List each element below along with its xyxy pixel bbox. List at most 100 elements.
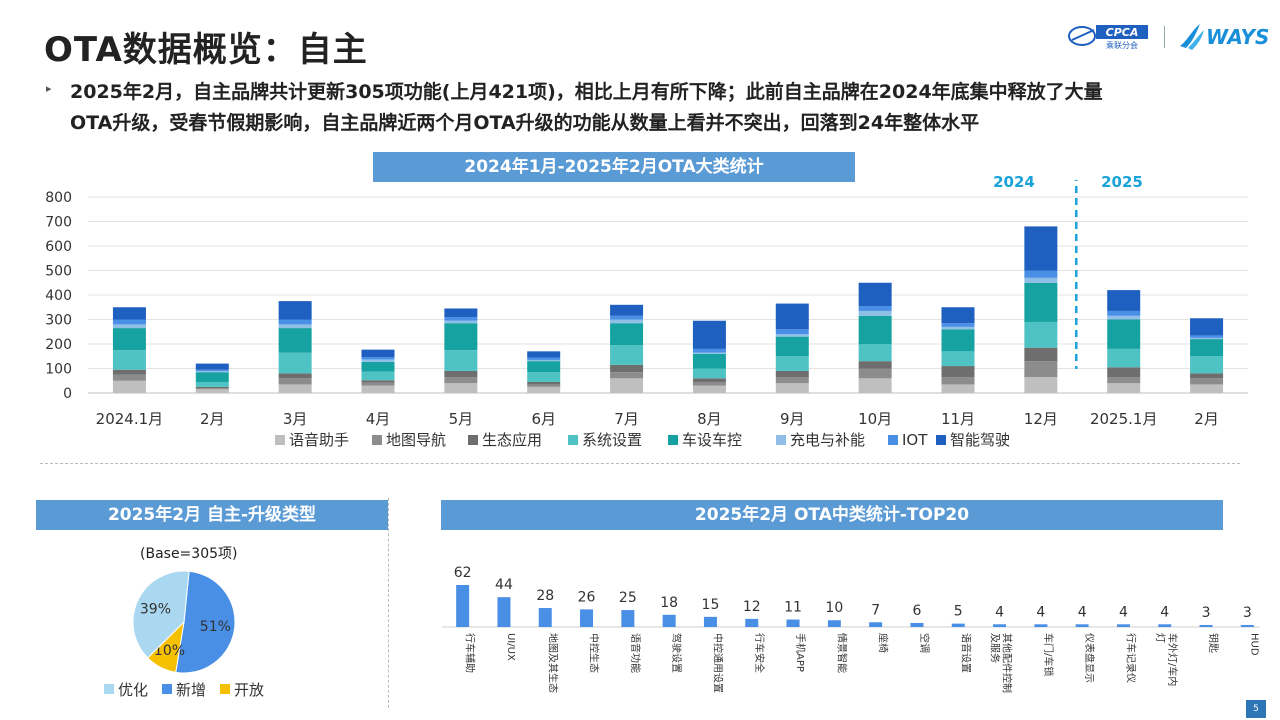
top20-category-text: 驾驶设置 <box>670 633 683 673</box>
top20-bar <box>621 610 635 627</box>
bar-segment <box>1024 277 1058 283</box>
top20-chart-title: 2025年2月 OTA中类统计-TOP20 <box>441 500 1223 530</box>
bar-segment <box>195 372 229 382</box>
bar-segment <box>361 361 395 372</box>
legend-swatch <box>936 435 946 445</box>
bar-segment <box>692 381 726 386</box>
top20-bar <box>827 620 841 627</box>
bar-segment <box>941 329 975 352</box>
top20-value-label: 7 <box>871 602 880 618</box>
bar-segment <box>527 386 561 393</box>
legend-label: 地图导航 <box>386 431 446 449</box>
bar-segment <box>1024 282 1058 322</box>
top20-category-text: 中控通用设置 <box>711 633 724 693</box>
top20-bar <box>1158 624 1172 627</box>
x-tick-label: 9月 <box>780 410 805 428</box>
bar-segment <box>1190 335 1224 338</box>
bar-segment <box>775 336 809 357</box>
bar-segment <box>527 372 561 382</box>
top20-value-label: 44 <box>495 577 513 593</box>
x-tick-label: 3月 <box>283 410 308 428</box>
legend-label: 生态应用 <box>482 431 542 449</box>
bar-segment <box>775 356 809 371</box>
bar-segment <box>1190 318 1224 336</box>
top20-category-text: 座椅 <box>877 633 890 653</box>
top20-category-text: 仪表盘显示 <box>1083 633 1096 683</box>
top20-category-text: 空调 <box>918 633 931 653</box>
bar-segment <box>941 323 975 327</box>
bar-segment <box>444 320 478 324</box>
bar-segment <box>112 374 146 381</box>
bar-segment <box>1024 226 1058 271</box>
bar-segment <box>278 324 312 329</box>
top20-category-text: 语音功能 <box>629 633 642 673</box>
top20-bar <box>456 585 470 627</box>
bar-segment <box>858 315 892 344</box>
pie-legend-label: 新增 <box>176 681 206 699</box>
top20-value-label: 26 <box>578 589 596 605</box>
bar-segment <box>1024 361 1058 378</box>
bar-segment <box>278 378 312 385</box>
top20-category-text: 地图及其生态 <box>546 633 559 693</box>
bar-segment <box>112 328 146 351</box>
top20-category-label: 空调 <box>918 633 931 653</box>
top20-category-label: 行车安全 <box>753 633 766 673</box>
pie-slice-label: 39% <box>140 601 171 617</box>
top20-category-label: 座椅 <box>877 633 890 653</box>
top20-bar <box>1199 624 1213 627</box>
bar-segment <box>1024 270 1058 278</box>
top20-bar <box>580 609 594 627</box>
top20-category-text: 车外灯/车内 <box>1166 633 1179 686</box>
bar-segment <box>1107 290 1141 311</box>
page-number: 5 <box>1246 700 1266 718</box>
top20-bar <box>538 608 552 627</box>
x-tick-label: 8月 <box>697 410 722 428</box>
top20-category-label: 中控通用设置 <box>711 633 724 693</box>
top20-category-label: UI/UX <box>505 633 516 661</box>
legend-label: 智能驾驶 <box>950 431 1010 449</box>
x-tick-label: 4月 <box>366 410 391 428</box>
legend-label: 语音助手 <box>289 431 349 449</box>
bar-segment <box>444 350 478 371</box>
top20-category-label: 车门/车锁 <box>1042 633 1055 676</box>
bar-segment <box>527 359 561 362</box>
bar-segment <box>941 366 975 378</box>
top20-category-label: 手机APP <box>794 633 807 672</box>
ways-logo: WAYS <box>1180 24 1269 50</box>
bar-segment <box>195 381 229 387</box>
bar-segment <box>361 356 395 360</box>
bar-segment <box>692 353 726 369</box>
pie-legend-swatch <box>104 684 114 694</box>
top20-bar-chart: 62行车辅助44UI/UX28地图及其生态26中控生态25语音功能18驾驶设置1… <box>442 565 1260 693</box>
top20-category-text: 钥匙 <box>1207 633 1220 653</box>
pie-legend-swatch <box>162 684 172 694</box>
top20-value-label: 11 <box>784 600 802 616</box>
x-tick-label: 2月 <box>1194 410 1219 428</box>
top20-category-text: HUD <box>1248 633 1259 656</box>
legend-swatch <box>275 435 285 445</box>
y-tick-label: 700 <box>45 215 72 231</box>
bar-segment <box>195 370 229 373</box>
top20-category-label: 钥匙 <box>1207 633 1220 653</box>
top20-category-text: 行车安全 <box>753 633 766 673</box>
top20-bar <box>703 616 717 627</box>
bar-segment <box>610 372 644 379</box>
bar-segment <box>444 317 478 321</box>
top20-bar <box>910 622 924 627</box>
bar-segment <box>1107 319 1141 349</box>
top20-category-label: 语音功能 <box>629 633 642 673</box>
bar-segment <box>692 320 726 349</box>
bar-segment <box>858 361 892 369</box>
y-tick-label: 200 <box>45 337 72 353</box>
bar-segment <box>195 388 229 390</box>
bar-segment <box>444 308 478 318</box>
bar-segment <box>527 384 561 387</box>
bar-segment <box>610 378 644 393</box>
top20-bar <box>1075 624 1089 627</box>
x-tick-label: 5月 <box>449 410 474 428</box>
bar-segment <box>941 326 975 330</box>
bar-segment <box>610 319 644 324</box>
bar-segment <box>195 386 229 389</box>
bar-segment <box>527 351 561 358</box>
